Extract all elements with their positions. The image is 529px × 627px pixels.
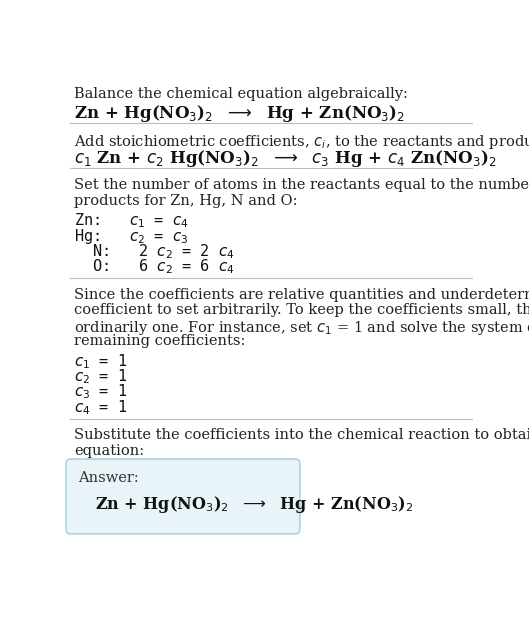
Text: $c_4$ = 1: $c_4$ = 1: [74, 398, 127, 417]
Text: products for Zn, Hg, N and O:: products for Zn, Hg, N and O:: [74, 194, 298, 208]
FancyBboxPatch shape: [66, 459, 300, 534]
Text: Hg:   $c_2$ = $c_3$: Hg: $c_2$ = $c_3$: [74, 227, 189, 246]
Text: Answer:: Answer:: [78, 471, 139, 485]
Text: Zn:   $c_1$ = $c_4$: Zn: $c_1$ = $c_4$: [74, 211, 189, 230]
Text: Zn + Hg(NO$_3$)$_2$  $\longrightarrow$  Hg + Zn(NO$_3$)$_2$: Zn + Hg(NO$_3$)$_2$ $\longrightarrow$ Hg…: [95, 494, 413, 515]
Text: Set the number of atoms in the reactants equal to the number of atoms in the: Set the number of atoms in the reactants…: [74, 178, 529, 192]
Text: $c_1$ = 1: $c_1$ = 1: [74, 352, 127, 371]
Text: $c_1$ Zn + $c_2$ Hg(NO$_3$)$_2$  $\longrightarrow$  $c_3$ Hg + $c_4$ Zn(NO$_3$)$: $c_1$ Zn + $c_2$ Hg(NO$_3$)$_2$ $\longri…: [74, 148, 497, 169]
Text: N:   2 $c_2$ = 2 $c_4$: N: 2 $c_2$ = 2 $c_4$: [74, 242, 235, 261]
Text: Add stoichiometric coefficients, $c_i$, to the reactants and products:: Add stoichiometric coefficients, $c_i$, …: [74, 133, 529, 150]
Text: ordinarily one. For instance, set $c_1$ = 1 and solve the system of equations fo: ordinarily one. For instance, set $c_1$ …: [74, 319, 529, 337]
Text: $c_2$ = 1: $c_2$ = 1: [74, 367, 127, 386]
Text: coefficient to set arbitrarily. To keep the coefficients small, the arbitrary va: coefficient to set arbitrarily. To keep …: [74, 303, 529, 317]
Text: Since the coefficients are relative quantities and underdetermined, choose a: Since the coefficients are relative quan…: [74, 288, 529, 302]
Text: remaining coefficients:: remaining coefficients:: [74, 334, 245, 348]
Text: Zn + Hg(NO$_3$)$_2$  $\longrightarrow$  Hg + Zn(NO$_3$)$_2$: Zn + Hg(NO$_3$)$_2$ $\longrightarrow$ Hg…: [74, 103, 405, 124]
Text: O:   6 $c_2$ = 6 $c_4$: O: 6 $c_2$ = 6 $c_4$: [74, 258, 235, 277]
Text: $c_3$ = 1: $c_3$ = 1: [74, 382, 127, 401]
Text: equation:: equation:: [74, 444, 144, 458]
Text: Substitute the coefficients into the chemical reaction to obtain the balanced: Substitute the coefficients into the che…: [74, 428, 529, 442]
Text: Balance the chemical equation algebraically:: Balance the chemical equation algebraica…: [74, 87, 408, 102]
